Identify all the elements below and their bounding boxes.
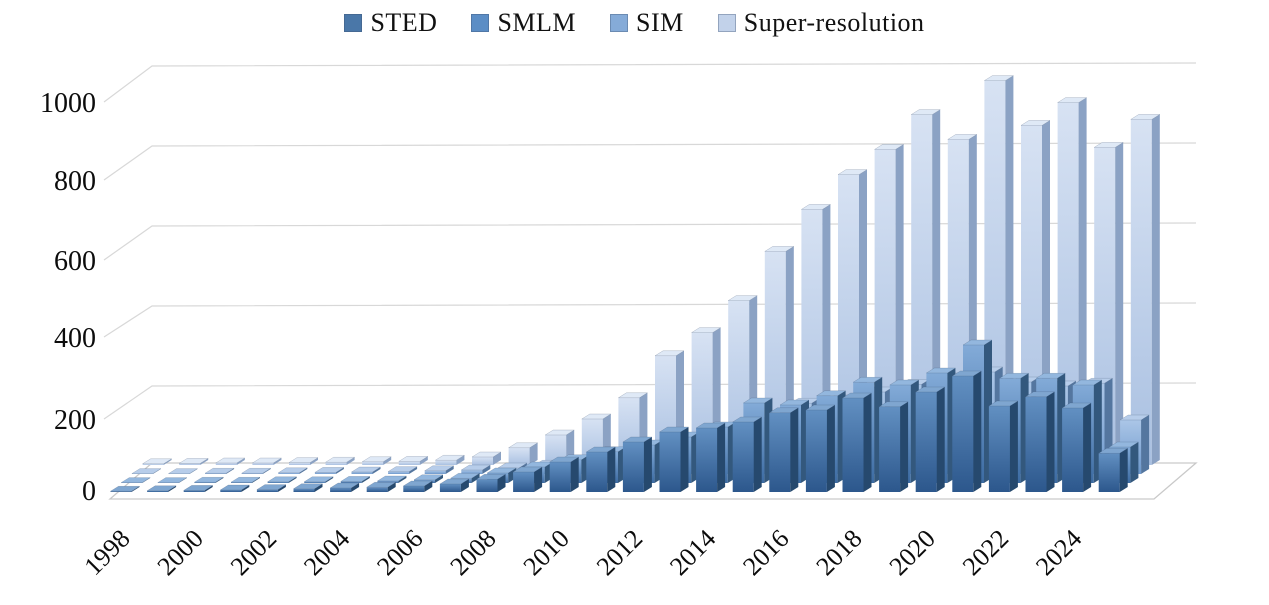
bar-2002-sted [256, 484, 287, 492]
legend-item-smlm: SMLM [471, 8, 576, 38]
bar-2006-sim [423, 465, 455, 474]
bar-2017-sted [805, 404, 836, 492]
bar-2016-sted [768, 407, 800, 492]
bar-2007-super-resolution [471, 451, 502, 465]
bar-1998-sted [109, 485, 141, 492]
y-axis-tick-label: 1000 [40, 88, 96, 119]
bar-1998-smlm [120, 477, 152, 483]
bar-2000-sted [182, 485, 214, 492]
x-axis-tick-label: 2004 [298, 524, 355, 581]
legend-item-super-resolution: Super-resolution [717, 8, 925, 38]
x-axis-tick-label: 2022 [957, 524, 1014, 581]
gridline-1000 [103, 62, 1197, 103]
bar-2003-super-resolution [324, 456, 356, 465]
bar-2003-smlm [303, 476, 335, 483]
bar-2012-sted [622, 436, 653, 492]
bar-2007-sim [460, 464, 492, 474]
bar-2004-sted [329, 482, 360, 492]
bar-2021-sted [951, 370, 983, 492]
bar-2023-sted [1024, 391, 1056, 492]
legend-label: STED [370, 8, 438, 37]
bar-2018-sted [841, 392, 873, 492]
bar-2001-sim [240, 467, 272, 474]
bar-2025-sted [1097, 447, 1129, 492]
x-axis-tick-label: 2020 [884, 524, 941, 581]
x-axis-tick-label: 2008 [444, 524, 501, 581]
bar-2013-sted [658, 426, 690, 492]
bar-2000-smlm [193, 476, 225, 483]
bar-2002-super-resolution [288, 457, 319, 465]
x-axis-tick-label: 2002 [225, 524, 282, 581]
bar-1999-sted [146, 485, 177, 492]
bar-2001-sted [219, 484, 251, 492]
legend: STED SMLM SIM Super-resolution [0, 8, 1269, 38]
x-axis-tick-label: 2000 [152, 524, 209, 581]
bar-2003-sim [314, 467, 345, 474]
bar-2004-smlm [339, 476, 371, 483]
bar-2010-sted [548, 456, 580, 492]
legend-swatch-icon [717, 14, 736, 32]
bar-2024-sted [1061, 402, 1092, 492]
bar-2002-sim [277, 467, 309, 474]
bar-1998-super-resolution [141, 458, 173, 465]
bar-2015-sted [731, 416, 763, 492]
bar-1999-smlm [156, 477, 188, 483]
bar-2009-sted [512, 466, 543, 492]
bar-2001-super-resolution [251, 457, 283, 465]
legend-item-sim: SIM [610, 8, 684, 38]
x-axis-tick-label: 2016 [737, 524, 794, 581]
bar-2020-sted [914, 386, 946, 492]
bar-2008-super-resolution [507, 442, 539, 465]
bar-2006-super-resolution [434, 454, 466, 465]
bar-2014-sted [695, 422, 726, 492]
legend-swatch-icon [344, 14, 363, 32]
bar-2022-sted [988, 400, 1019, 492]
bar-2008-sted [475, 473, 507, 492]
bar-2002-smlm [266, 476, 298, 483]
bar-2003-sted [292, 483, 324, 492]
x-axis-tick-label: 2012 [591, 524, 648, 581]
bar-1999-sim [167, 468, 199, 474]
x-axis-tick-label: 2014 [664, 524, 721, 581]
bar-2005-sted [365, 481, 397, 492]
bar-1999-super-resolution [178, 458, 210, 465]
legend-swatch-icon [610, 14, 629, 32]
bar-2007-sted [439, 478, 470, 492]
bar-2006-sted [402, 480, 434, 492]
x-axis-tick-label: 2006 [371, 524, 428, 581]
y-axis-tick-label: 400 [54, 323, 96, 354]
y-axis-tick-label: 600 [54, 246, 96, 277]
legend-item-sted: STED [344, 8, 437, 38]
legend-label: Super-resolution [743, 8, 925, 37]
y-axis-tick-label: 800 [54, 166, 96, 197]
y-axis-tick-label: 200 [54, 405, 96, 436]
bar-2000-super-resolution [214, 457, 246, 465]
x-axis-tick-label: 1998 [78, 524, 135, 581]
bar-2005-sim [387, 466, 418, 474]
bar-2000-sim [204, 467, 235, 474]
gridline-800 [103, 142, 1197, 181]
x-axis-tick-label: 2010 [518, 524, 575, 581]
legend-swatch-icon [471, 14, 490, 32]
bar-2019-sted [878, 401, 909, 492]
bar-2005-super-resolution [397, 456, 429, 465]
bar-2011-sted [585, 446, 617, 492]
legend-label: SMLM [497, 8, 577, 37]
legend-label: SIM [636, 8, 684, 37]
bar-2004-super-resolution [361, 456, 393, 465]
bar-2009-super-resolution [544, 429, 576, 465]
y-axis-tick-label: 0 [82, 476, 96, 507]
bar-2025-super-resolution [1129, 114, 1161, 466]
bar-1998-sim [131, 468, 162, 474]
x-axis-tick-label: 2018 [810, 524, 867, 581]
bar-2004-sim [350, 466, 382, 474]
bar-2001-smlm [230, 476, 261, 483]
x-axis-tick-label: 2024 [1030, 524, 1087, 581]
